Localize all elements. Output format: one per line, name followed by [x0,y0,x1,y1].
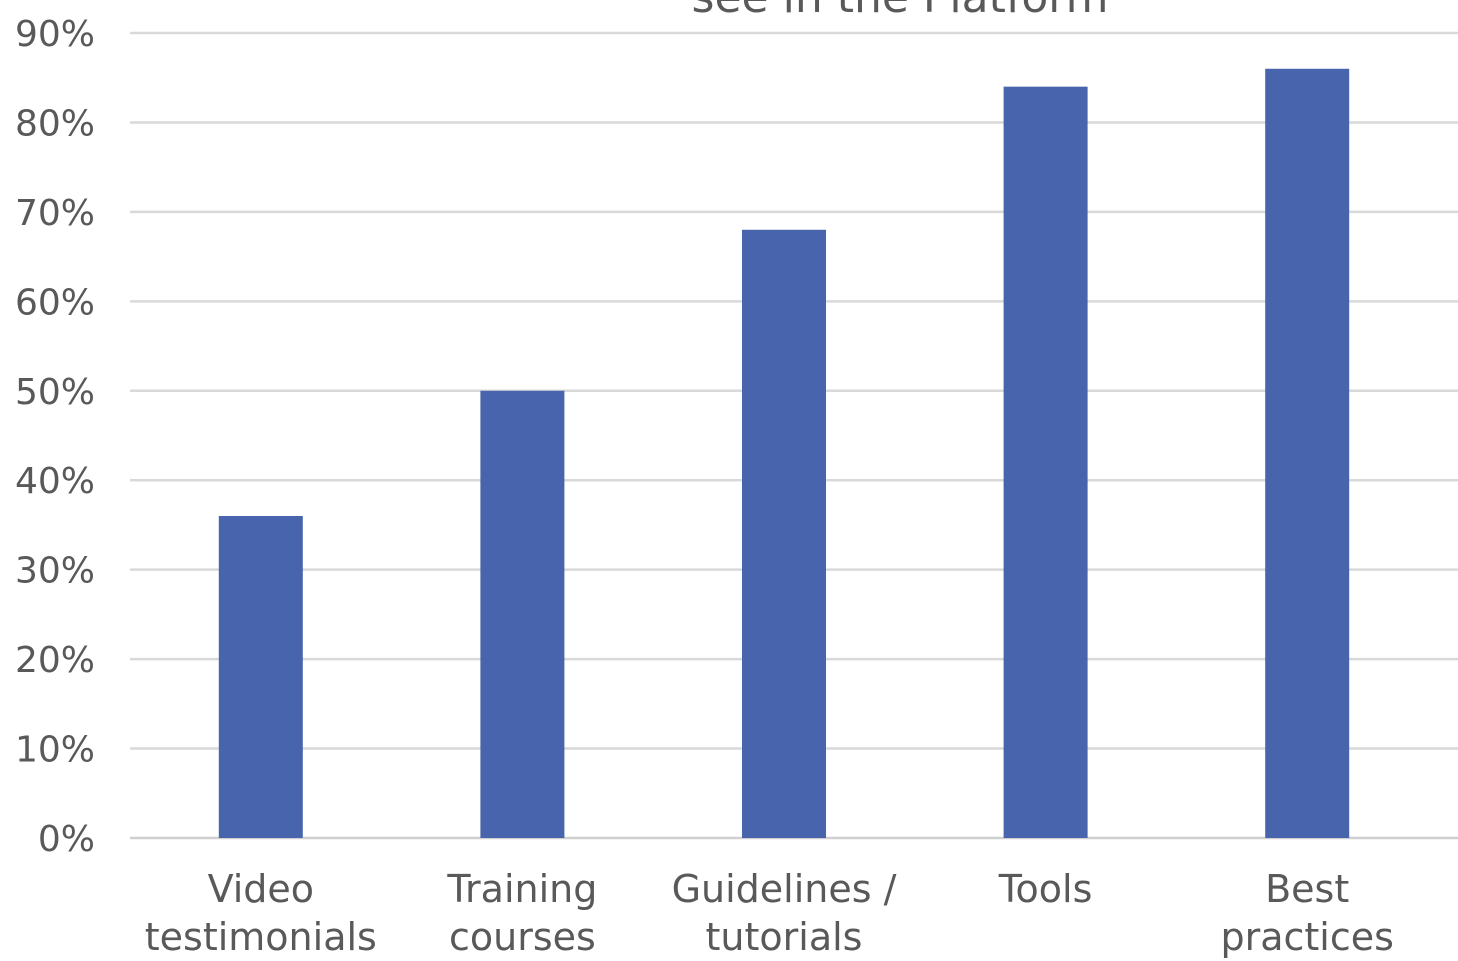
x-axis-category-labels: Video testimonials Training courses Guidelin… [145,867,1394,959]
y-tick-label: 80% [15,103,95,144]
x-category-label: Video testimonials [145,867,377,959]
x-category-label: Training courses [446,867,597,959]
y-tick-label: 0% [38,819,95,860]
x-category-label: Best practices [1220,867,1393,959]
bar [218,516,303,838]
chart-title: see in the Platform [692,0,1109,23]
y-tick-label: 50% [15,372,95,413]
bar [480,390,565,838]
bar [1265,68,1350,839]
y-tick-label: 20% [15,640,95,681]
x-category-label: Tools [998,867,1093,911]
y-tick-label: 10% [15,730,95,771]
x-category-label: Guidelines / tutorials [672,867,897,959]
y-axis-tick-labels: 0% 10% 20% 30% 40% 50% 60% 70% 80% 90% [15,14,95,860]
bar [742,229,826,838]
y-tick-label: 70% [15,193,95,234]
bar [1003,86,1088,838]
bars [218,68,1350,839]
y-tick-label: 30% [15,551,95,592]
y-tick-label: 60% [15,282,95,323]
y-tick-label: 90% [15,14,95,55]
y-tick-label: 40% [15,461,95,502]
